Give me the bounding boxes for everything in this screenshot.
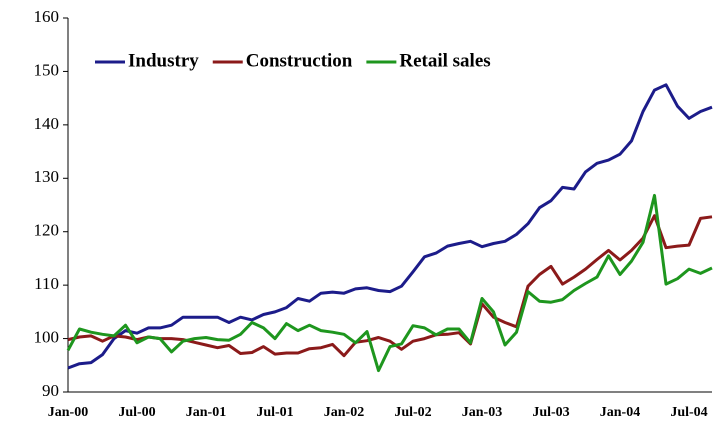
y-tick-label: 140 xyxy=(34,114,60,133)
series-line xyxy=(67,83,713,370)
y-tick-label: 90 xyxy=(42,381,59,400)
x-tick-label: Jan-02 xyxy=(324,405,364,420)
legend-label: Industry xyxy=(128,50,199,71)
y-tick-label: 100 xyxy=(34,327,60,346)
x-tick-label: Jul-04 xyxy=(670,405,707,420)
x-tick-label: Jan-00 xyxy=(48,405,88,420)
x-tick-label: Jul-02 xyxy=(394,405,431,420)
x-tick-label: Jul-00 xyxy=(118,405,155,420)
y-tick-label: 150 xyxy=(34,60,60,79)
y-tick-label: 160 xyxy=(34,7,60,26)
x-tick-label: Jul-03 xyxy=(532,405,569,420)
x-tick-label: Jan-03 xyxy=(462,405,502,420)
y-tick-label: 110 xyxy=(34,274,59,293)
x-tick-label: Jan-01 xyxy=(186,405,226,420)
series-line xyxy=(67,214,713,358)
legend-label: Construction xyxy=(246,50,353,71)
series-line xyxy=(66,193,713,373)
legend-label: Retail sales xyxy=(399,50,490,71)
y-tick-label: 120 xyxy=(34,221,60,240)
y-tick-label: 130 xyxy=(34,167,60,186)
x-tick-label: Jul-01 xyxy=(256,405,293,420)
x-tick-label: Jan-04 xyxy=(600,405,640,420)
